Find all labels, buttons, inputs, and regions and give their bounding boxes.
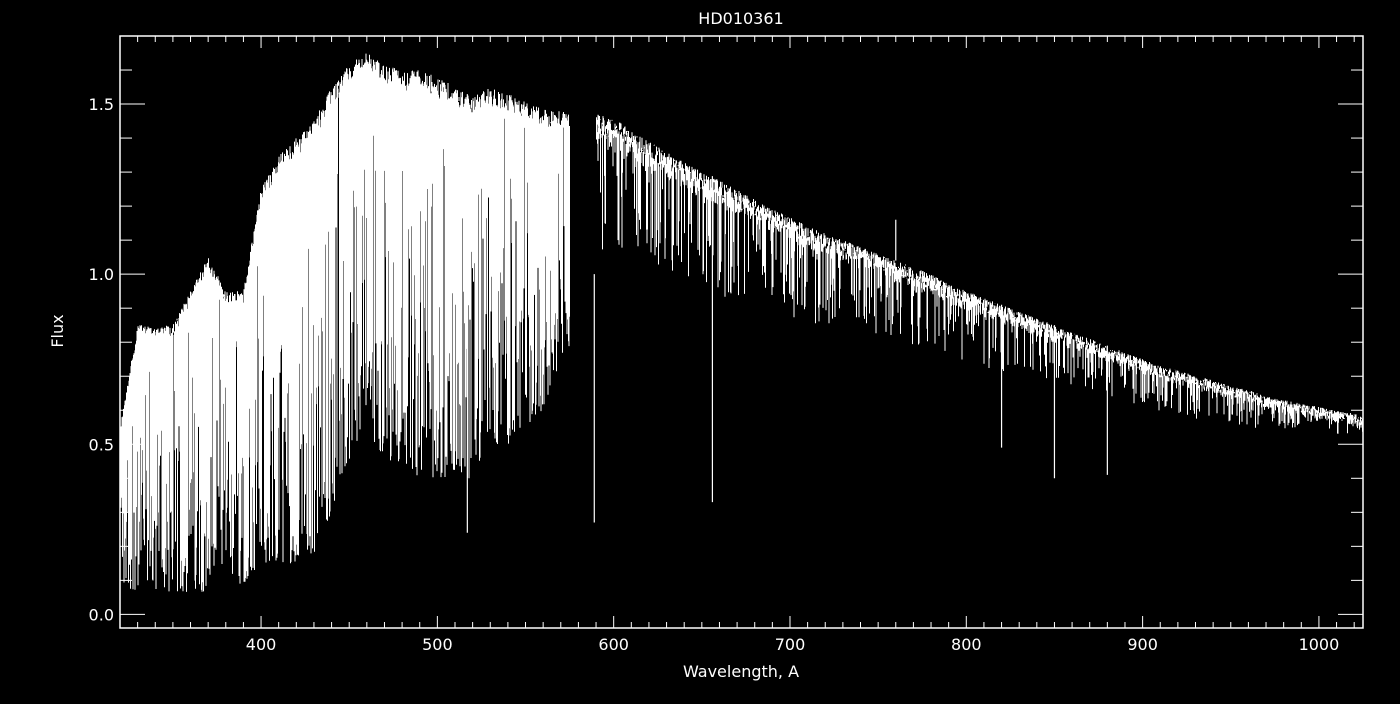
spectrum-line (120, 53, 1363, 592)
chart-title: HD010361 (698, 9, 783, 28)
axes: 400 500 600 700 800 900 1000 0.0 0.5 1.0 1.5 (89, 35, 1364, 654)
plot-frame (119, 35, 1364, 629)
x-axis-label: Wavelength, A (683, 662, 799, 681)
y-tick-label: 1.5 (89, 95, 114, 114)
x-tick-label: 700 (775, 635, 806, 654)
x-tick-label: 400 (246, 635, 277, 654)
y-tick-label: 0.0 (89, 605, 114, 624)
y-tick-label: 1.0 (89, 265, 114, 284)
plot-area (120, 53, 1363, 592)
x-tick-label: 500 (422, 635, 453, 654)
x-tick-label: 900 (1127, 635, 1158, 654)
x-tick-label: 600 (598, 635, 629, 654)
y-axis-label: Flux (48, 314, 67, 347)
y-tick-label: 0.5 (89, 435, 114, 454)
x-tick-label: 800 (951, 635, 982, 654)
x-tick-label: 1000 (1299, 635, 1340, 654)
